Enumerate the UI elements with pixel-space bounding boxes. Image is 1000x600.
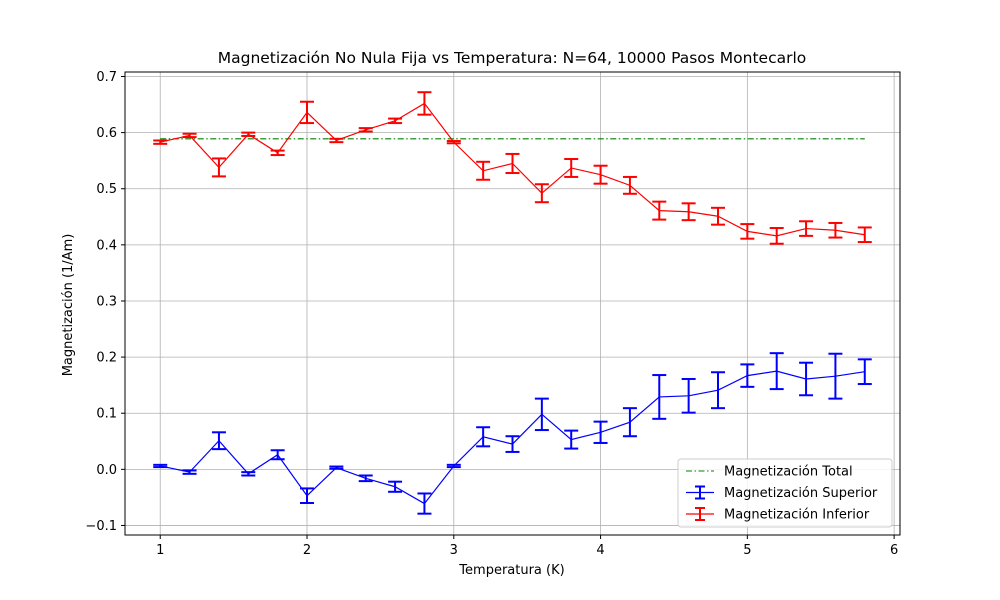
x-tick-label: 3 xyxy=(450,543,458,558)
y-tick-label: 0.0 xyxy=(96,463,117,478)
y-tick-label: 0.5 xyxy=(96,182,117,197)
legend: Magnetización Total Magnetización Superio… xyxy=(677,458,893,528)
x-tick-label: 5 xyxy=(743,543,751,558)
y-tick-label: 0.4 xyxy=(96,238,117,253)
y-tick-label: 0.1 xyxy=(96,407,117,422)
plot-area: 1 2 3 4 5 6 −0.1 0.0 0.1 0.2 0.3 0.4 0.5 0.6 0.7 Magnet… xyxy=(85,70,901,558)
x-tick-label: 6 xyxy=(890,543,898,558)
x-tick-label: 1 xyxy=(156,543,164,558)
legend-label: Magnetización Total xyxy=(724,465,853,480)
y-tick-label: 0.3 xyxy=(96,294,117,309)
x-tick-label: 4 xyxy=(596,543,604,558)
legend-label: Magnetización Superior xyxy=(724,486,878,501)
axes-frame xyxy=(124,71,901,536)
chart-title: Magnetización No Nula Fija vs Temperatur… xyxy=(218,49,807,67)
y-axis-label: Magnetización (1/Am) xyxy=(61,234,76,377)
y-tick-label: −0.1 xyxy=(85,519,117,534)
x-tick-label: 2 xyxy=(303,543,311,558)
x-axis-label: Temperatura (K) xyxy=(458,563,564,578)
legend-frame xyxy=(677,458,893,528)
y-tick-label: 0.2 xyxy=(96,351,117,366)
y-tick-label: 0.7 xyxy=(96,70,117,85)
legend-label: Magnetización Inferior xyxy=(724,508,870,523)
y-tick-label: 0.6 xyxy=(96,126,117,141)
